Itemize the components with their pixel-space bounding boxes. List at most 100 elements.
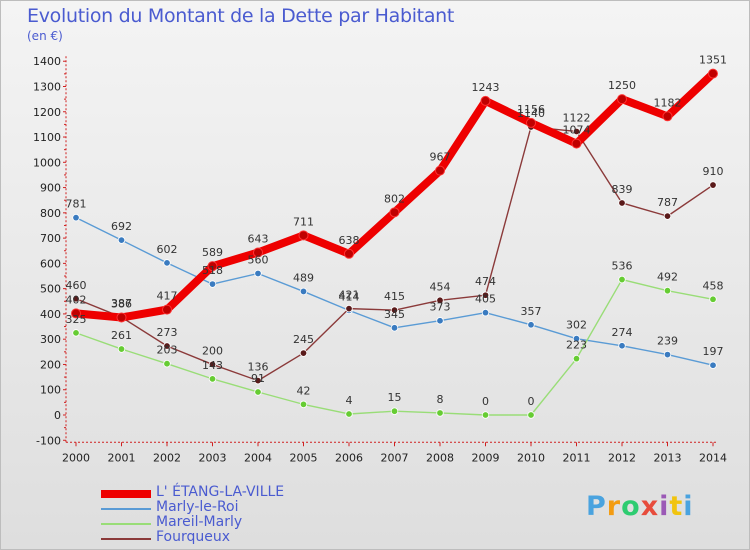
y-tick-label: 1200 xyxy=(33,106,61,119)
data-label: 1074 xyxy=(563,124,591,137)
data-label: 197 xyxy=(703,345,724,358)
data-label: 8 xyxy=(437,393,444,406)
data-label: 245 xyxy=(293,333,314,346)
logo-letter: x xyxy=(640,491,660,522)
y-tick-label: 1100 xyxy=(33,131,61,144)
data-point xyxy=(254,388,262,396)
data-label: 136 xyxy=(248,361,269,374)
data-point xyxy=(390,306,399,314)
data-label: 454 xyxy=(430,280,451,293)
proxiti-logo: Proxiti xyxy=(586,491,694,522)
data-point xyxy=(481,291,490,299)
legend-label: Fourqueux xyxy=(156,529,231,545)
data-label: 239 xyxy=(657,335,678,348)
data-label: 91 xyxy=(251,372,265,385)
data-label: 203 xyxy=(157,344,178,357)
y-tick-label: 900 xyxy=(40,182,61,195)
y-tick-label: 0 xyxy=(54,409,61,422)
data-point xyxy=(254,376,262,385)
data-point xyxy=(116,312,127,323)
data-point xyxy=(345,410,353,418)
x-tick-label: 2005 xyxy=(290,451,318,464)
y-tick-label: 500 xyxy=(40,283,61,296)
x-tick-label: 2010 xyxy=(517,451,545,464)
x-tick-label: 2000 xyxy=(62,451,90,464)
chart-unit: (en €) xyxy=(27,29,63,43)
data-point xyxy=(618,199,626,207)
data-point xyxy=(299,349,308,357)
data-point xyxy=(663,286,672,295)
data-label: 402 xyxy=(66,293,87,306)
data-point xyxy=(481,411,490,419)
data-point xyxy=(163,342,171,350)
x-tick-label: 2013 xyxy=(654,451,682,464)
data-point xyxy=(481,308,490,317)
data-label: 967 xyxy=(430,151,451,164)
data-label: 839 xyxy=(612,183,633,196)
data-point xyxy=(436,317,444,325)
data-label: 386 xyxy=(111,297,132,310)
data-point xyxy=(662,111,673,122)
data-label: 421 xyxy=(339,289,360,302)
data-label: 143 xyxy=(202,359,223,372)
y-tick-label: 1300 xyxy=(33,80,61,93)
data-point xyxy=(163,360,171,368)
y-tick-label: -100 xyxy=(36,434,61,447)
data-label: 787 xyxy=(657,196,678,209)
data-label: 536 xyxy=(612,260,633,273)
legend-swatch xyxy=(101,538,151,540)
x-tick-label: 2004 xyxy=(244,451,272,464)
data-label: 711 xyxy=(293,215,314,228)
data-point xyxy=(527,321,535,329)
data-label: 518 xyxy=(202,264,223,277)
logo-letter: i xyxy=(683,491,694,522)
data-point xyxy=(390,407,399,415)
data-point xyxy=(162,304,172,315)
data-label: 357 xyxy=(521,305,542,318)
data-label: 325 xyxy=(66,313,87,326)
data-point xyxy=(345,304,353,313)
data-label: 1243 xyxy=(472,81,500,94)
data-label: 4 xyxy=(346,394,353,407)
legend-label: Marly-le-Roi xyxy=(156,499,239,515)
legend-swatch xyxy=(101,490,151,498)
data-point xyxy=(298,230,309,241)
data-label: 1156 xyxy=(517,103,545,116)
data-label: 643 xyxy=(248,233,269,246)
data-point xyxy=(708,68,718,79)
data-label: 692 xyxy=(111,220,132,233)
legend-swatch xyxy=(101,523,151,525)
data-label: 458 xyxy=(703,279,724,292)
logo-letter: o xyxy=(621,491,641,522)
data-label: 414 xyxy=(339,290,360,303)
data-point xyxy=(572,334,581,343)
x-tick-label: 2007 xyxy=(381,451,409,464)
data-point xyxy=(208,375,217,383)
data-point xyxy=(480,95,491,106)
data-label: 560 xyxy=(248,253,269,266)
data-label: 802 xyxy=(384,192,405,205)
data-point xyxy=(208,360,217,369)
x-tick-label: 2008 xyxy=(426,451,454,464)
data-label: 417 xyxy=(157,290,178,303)
data-label: 405 xyxy=(475,293,496,306)
x-tick-label: 2002 xyxy=(153,451,181,464)
logo-letter: t xyxy=(669,491,684,522)
data-point xyxy=(72,213,80,222)
x-tick-label: 2011 xyxy=(563,451,591,464)
data-point xyxy=(436,296,444,304)
data-label: 1122 xyxy=(563,111,591,124)
data-point xyxy=(71,308,81,319)
x-tick-label: 2012 xyxy=(608,451,636,464)
x-tick-label: 2001 xyxy=(108,451,136,464)
y-tick-label: 800 xyxy=(40,207,61,220)
data-label: 387 xyxy=(111,297,132,310)
data-point xyxy=(617,94,627,105)
data-point xyxy=(117,345,126,353)
data-label: 15 xyxy=(388,391,402,404)
data-label: 200 xyxy=(202,344,223,357)
data-label: 1140 xyxy=(517,107,545,120)
data-label: 42 xyxy=(297,384,311,397)
